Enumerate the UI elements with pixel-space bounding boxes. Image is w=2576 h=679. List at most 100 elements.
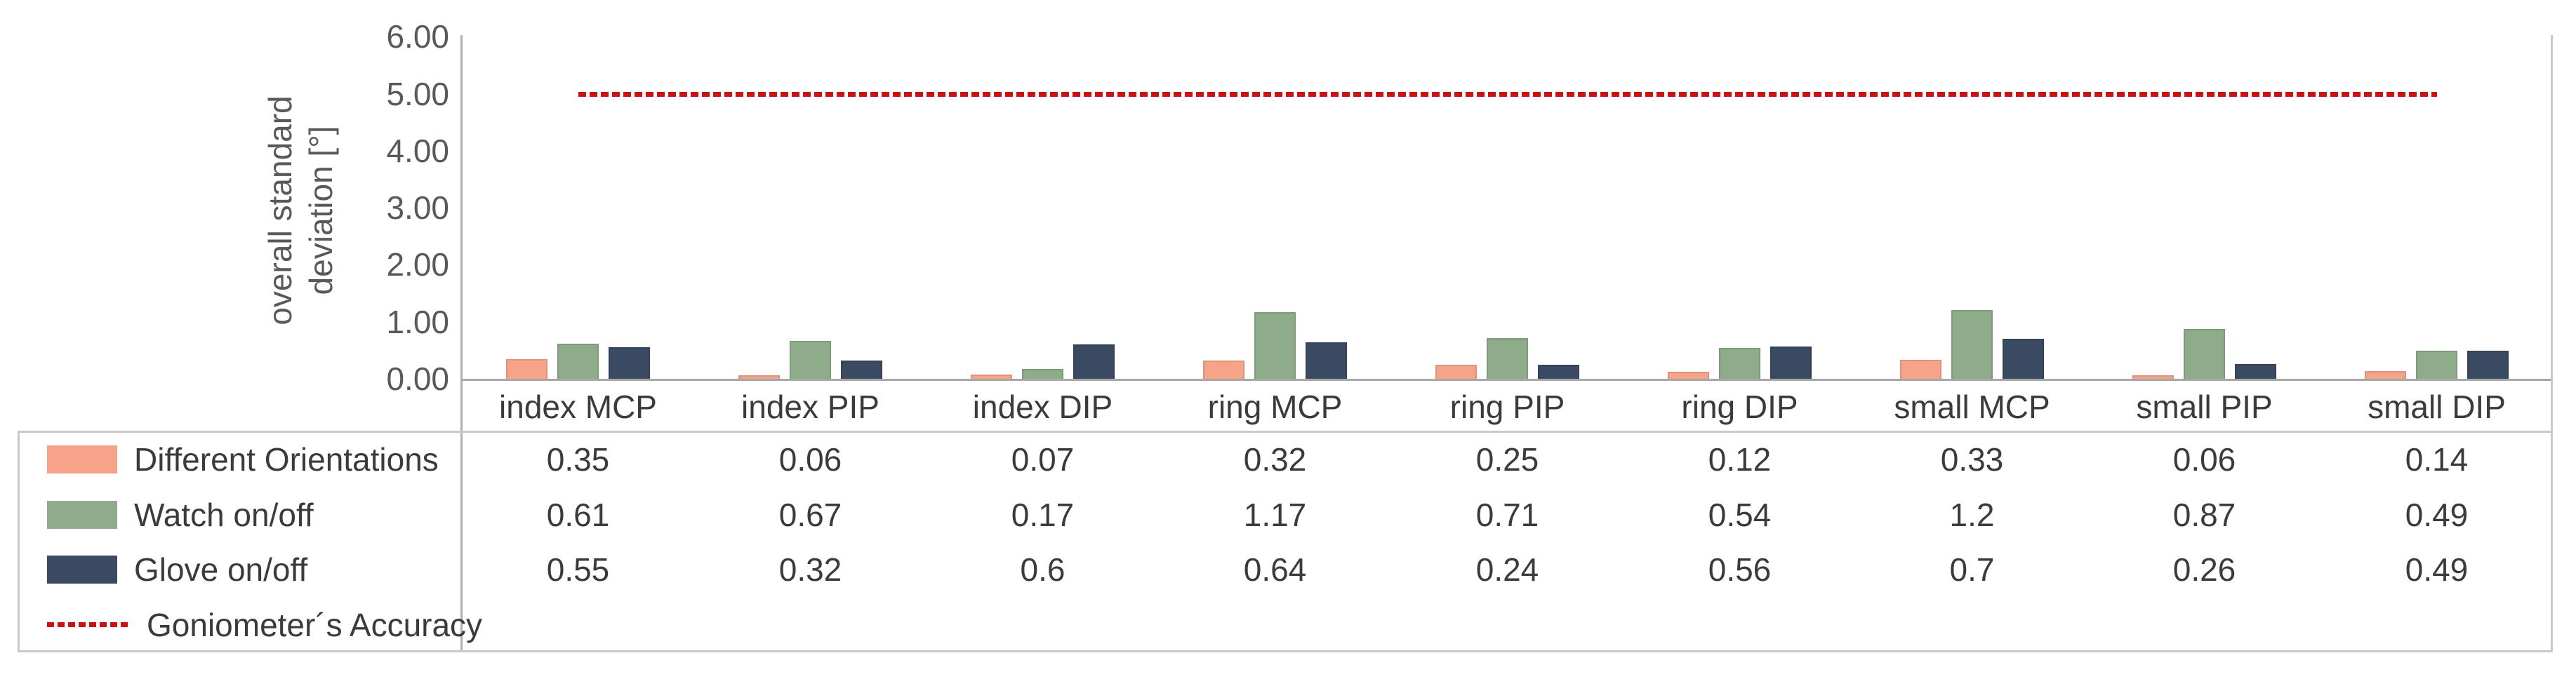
legend-label: Goniometer´s Accuracy [147, 606, 483, 643]
table-cell: 0.7 [1949, 551, 1995, 588]
legend-item-glove-on-off: Glove on/off [18, 542, 462, 598]
y-tick-label: 4.00 [386, 132, 449, 169]
y-tick-label: 3.00 [386, 189, 449, 227]
bar-watch-on-off-index-dip [1022, 369, 1063, 379]
table-cell: 0.07 [1011, 441, 1075, 478]
bar-different-orientations-small-pip [2132, 375, 2174, 379]
bar-different-orientations-ring-dip [1668, 372, 1709, 379]
legend-item-goniometer-s-accuracy: Goniometer´s Accuracy [18, 598, 482, 653]
bar-different-orientations-index-pip [738, 375, 780, 379]
bar-glove-on-off-ring-pip [1538, 365, 1579, 379]
bar-glove-on-off-index-mcp [609, 347, 650, 379]
bar-watch-on-off-ring-pip [1487, 338, 1528, 379]
table-bottom-border [18, 650, 2553, 652]
legend-label: Watch on/off [134, 496, 314, 533]
table-cell: 0.49 [2405, 496, 2469, 533]
bar-glove-on-off-small-dip [2467, 351, 2509, 379]
table-cell: 0.12 [1708, 441, 1772, 478]
legend-swatch-watch-on-off [47, 500, 117, 529]
legend-swatch-glove-on-off [47, 556, 117, 584]
table-cell: 0.56 [1708, 551, 1772, 588]
legend-label: Different Orientations [134, 441, 439, 478]
table-cell: 0.64 [1243, 551, 1307, 588]
table-cell: 0.06 [2172, 441, 2236, 478]
table-cell: 0.35 [546, 441, 610, 478]
table-cell: 0.49 [2405, 551, 2469, 588]
bar-watch-on-off-small-pip [2184, 329, 2225, 379]
bar-group-ring-dip [1624, 0, 1856, 379]
y-tick-label: 1.00 [386, 303, 449, 340]
bar-group-index-mcp [462, 0, 694, 379]
bar-watch-on-off-ring-mcp [1254, 312, 1296, 379]
table-cell: 1.17 [1243, 496, 1307, 533]
table-cell: 0.17 [1011, 496, 1075, 533]
bar-glove-on-off-ring-mcp [1306, 342, 1347, 379]
table-cell: 0.32 [1243, 441, 1307, 478]
table-cell: 0.14 [2405, 441, 2469, 478]
bar-glove-on-off-ring-dip [1770, 347, 1812, 379]
y-tick-label: 0.00 [386, 361, 449, 397]
bar-watch-on-off-index-mcp [557, 344, 599, 379]
table-top-border [18, 431, 2553, 433]
table-cell: 0.26 [2172, 551, 2236, 588]
table-cell: 1.2 [1949, 496, 1995, 533]
table-cell: 0.33 [1940, 441, 2004, 478]
y-tick-label: 5.00 [386, 75, 449, 112]
category-label: index PIP [741, 389, 879, 425]
table-cell: 0.54 [1708, 496, 1772, 533]
category-label: index DIP [972, 389, 1113, 425]
category-label: small PIP [2136, 389, 2273, 425]
bar-group-small-dip [2321, 0, 2553, 379]
bar-different-orientations-small-mcp [1900, 360, 1941, 379]
bar-group-ring-mcp [1159, 0, 1391, 379]
bar-different-orientations-ring-mcp [1203, 361, 1244, 379]
bar-different-orientations-ring-pip [1435, 365, 1477, 379]
category-label: ring PIP [1449, 389, 1565, 425]
y-tick-label: 6.00 [386, 18, 449, 55]
bar-group-ring-pip [1391, 0, 1624, 379]
bar-glove-on-off-index-dip [1073, 344, 1115, 379]
table-cell: 0.6 [1020, 551, 1065, 588]
legend-item-watch-on-off: Watch on/off [18, 488, 462, 543]
bar-group-small-mcp [1856, 0, 2088, 379]
bar-different-orientations-small-dip [2365, 371, 2406, 379]
bar-watch-on-off-small-dip [2416, 351, 2457, 379]
bar-group-index-pip [694, 0, 927, 379]
bar-glove-on-off-index-pip [841, 361, 882, 379]
accuracy-reference-line [578, 91, 2437, 97]
y-tick-label: 2.00 [386, 246, 449, 283]
legend-item-different-orientations: Different Orientations [18, 432, 462, 488]
category-label: small DIP [2368, 389, 2506, 425]
legend-swatch-different-orientations [47, 445, 117, 474]
table-cell: 0.25 [1475, 441, 1539, 478]
category-label: ring MCP [1207, 389, 1343, 425]
table-cell: 0.24 [1475, 551, 1539, 588]
table-cell: 0.32 [778, 551, 842, 588]
category-label: ring DIP [1681, 389, 1798, 425]
table-cell: 0.87 [2172, 496, 2236, 533]
category-label: small MCP [1894, 389, 2050, 425]
bar-different-orientations-index-mcp [506, 359, 547, 379]
x-axis-line [460, 379, 2553, 381]
bar-watch-on-off-small-mcp [1951, 310, 1993, 379]
bar-group-index-dip [927, 0, 1159, 379]
table-cell: 0.06 [778, 441, 842, 478]
legend-dash-swatch [47, 622, 130, 628]
bar-glove-on-off-small-pip [2235, 364, 2276, 379]
legend-label: Glove on/off [134, 551, 308, 589]
y-axis-line [460, 35, 463, 652]
y-axis-title-line1: overall standard [262, 95, 298, 325]
table-cell: 0.61 [546, 496, 610, 533]
legend-left-border [18, 431, 20, 652]
category-label: index MCP [499, 389, 657, 425]
table-cell: 0.71 [1475, 496, 1539, 533]
table-cell: 0.55 [546, 551, 610, 588]
table-cell: 0.67 [778, 496, 842, 533]
bar-group-small-pip [2088, 0, 2321, 379]
plot-right-border [2551, 35, 2553, 652]
bar-glove-on-off-small-mcp [2003, 339, 2044, 379]
bar-watch-on-off-index-pip [790, 341, 831, 379]
bar-watch-on-off-ring-dip [1719, 348, 1760, 379]
bar-different-orientations-index-dip [971, 375, 1012, 379]
